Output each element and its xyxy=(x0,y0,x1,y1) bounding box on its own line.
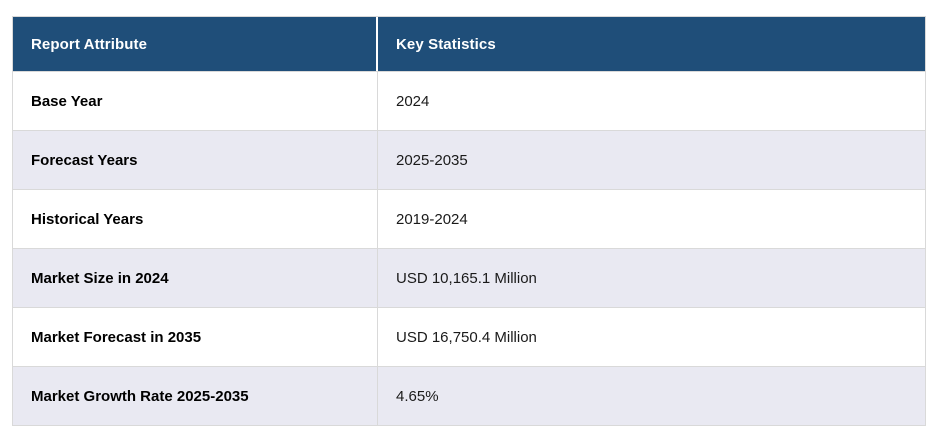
table-row: Historical Years 2019-2024 xyxy=(13,189,925,248)
value-cell: 2024 xyxy=(396,92,430,110)
table-row: Market Growth Rate 2025-2035 4.65% xyxy=(13,366,925,425)
table-row: Market Size in 2024 USD 10,165.1 Million xyxy=(13,248,925,307)
attribute-cell: Historical Years xyxy=(13,190,378,248)
table-header-row: Report Attribute Key Statistics xyxy=(13,17,925,71)
attribute-cell: Forecast Years xyxy=(13,131,378,189)
value-cell: 2025-2035 xyxy=(396,151,468,169)
table-row: Base Year 2024 xyxy=(13,71,925,130)
header-cell-report-attribute: Report Attribute xyxy=(13,17,378,71)
table-row: Forecast Years 2025-2035 xyxy=(13,130,925,189)
value-cell: 2019-2024 xyxy=(396,210,468,228)
header-cell-key-statistics: Key Statistics xyxy=(396,35,496,53)
table-body: Base Year 2024 Forecast Years 2025-2035 … xyxy=(13,71,925,425)
attribute-cell: Market Size in 2024 xyxy=(13,249,378,307)
value-cell: 4.65% xyxy=(396,387,439,405)
report-statistics-table: Report Attribute Key Statistics Base Yea… xyxy=(12,16,926,426)
attribute-cell: Market Growth Rate 2025-2035 xyxy=(13,367,378,425)
table-row: Market Forecast in 2035 USD 16,750.4 Mil… xyxy=(13,307,925,366)
value-cell: USD 16,750.4 Million xyxy=(396,328,537,346)
attribute-cell: Base Year xyxy=(13,72,378,130)
attribute-cell: Market Forecast in 2035 xyxy=(13,308,378,366)
value-cell: USD 10,165.1 Million xyxy=(396,269,537,287)
